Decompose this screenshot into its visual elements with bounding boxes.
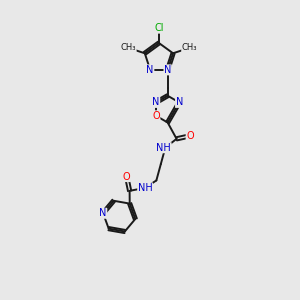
Text: O: O xyxy=(152,111,160,121)
Text: NH: NH xyxy=(138,183,152,193)
Text: N: N xyxy=(164,65,171,75)
Text: O: O xyxy=(123,172,130,182)
Text: NH: NH xyxy=(156,143,171,153)
Text: CH₃: CH₃ xyxy=(182,44,197,52)
Text: CH₃: CH₃ xyxy=(121,44,136,52)
Text: N: N xyxy=(146,65,154,75)
Text: N: N xyxy=(99,208,107,218)
Text: O: O xyxy=(186,131,194,141)
Text: Cl: Cl xyxy=(154,23,164,33)
Text: N: N xyxy=(176,98,183,107)
Text: N: N xyxy=(152,98,160,107)
